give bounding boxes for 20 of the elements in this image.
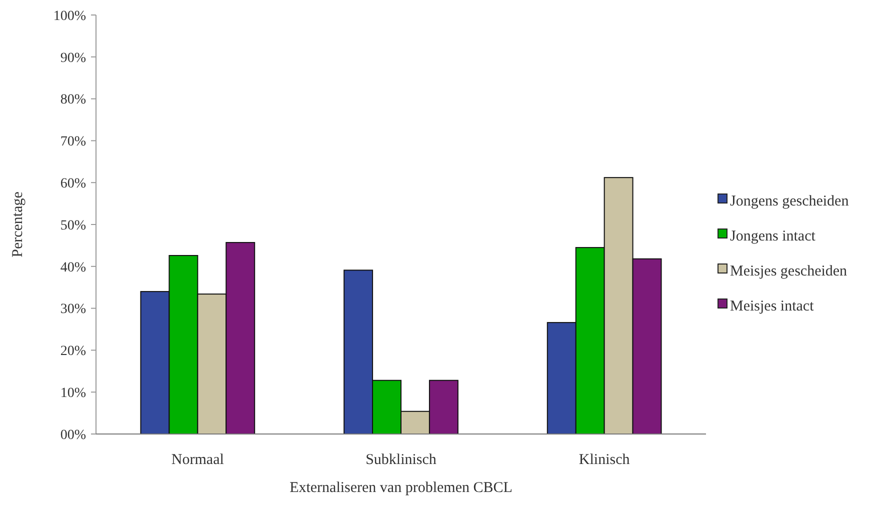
- legend-label: Meisjes gescheiden: [730, 263, 848, 280]
- y-tick-label: 100%: [53, 8, 86, 24]
- y-tick-label: 90%: [60, 50, 86, 66]
- x-tick-label: Subklinisch: [366, 452, 437, 468]
- y-tick-label: 20%: [60, 344, 86, 360]
- y-tick-label: 60%: [60, 176, 86, 192]
- y-tick-label: 00%: [60, 428, 86, 443]
- y-tick-label: 30%: [60, 302, 86, 318]
- y-tick-label: 80%: [60, 92, 86, 108]
- y-tick-label: 40%: [60, 260, 86, 276]
- legend-label: Jongens intact: [730, 228, 816, 244]
- legend-label: Jongens gescheiden: [730, 193, 850, 210]
- x-tick-label: Normaal: [171, 452, 224, 468]
- x-axis-title: Externaliseren van problemen CBCL: [290, 480, 512, 496]
- y-tick-label: 10%: [60, 386, 86, 401]
- y-tick-label: 50%: [60, 218, 86, 234]
- legend-label: Meisjes intact: [730, 298, 815, 314]
- y-axis-title: Percentage: [10, 191, 26, 258]
- y-tick-label: 70%: [60, 134, 86, 150]
- x-tick-label: Klinisch: [578, 452, 630, 468]
